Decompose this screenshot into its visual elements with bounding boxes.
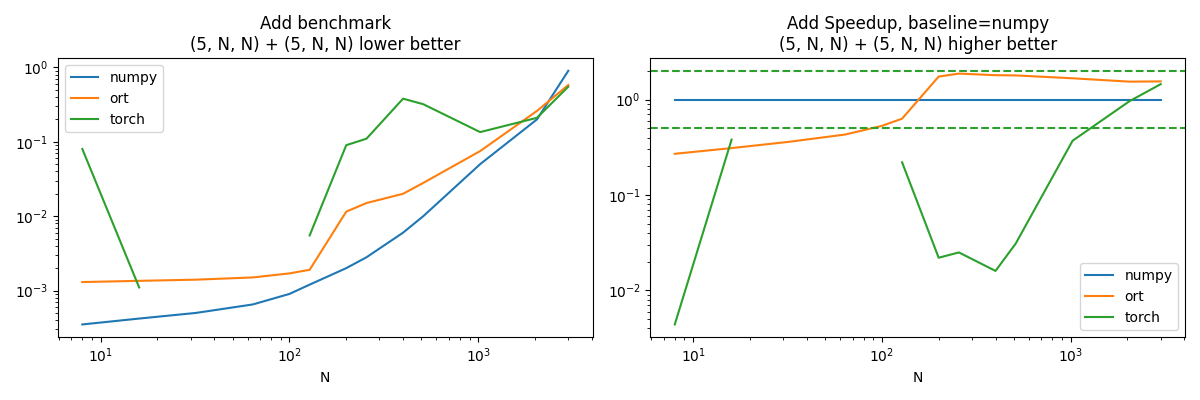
torch — [562, 84, 576, 89]
ort — [952, 71, 966, 76]
X-axis label: N: N — [912, 371, 923, 385]
torch — [952, 250, 966, 255]
ort — [282, 271, 296, 276]
X-axis label: N: N — [320, 371, 330, 385]
ort — [1066, 76, 1080, 81]
torch — [132, 285, 146, 290]
torch — [340, 143, 354, 148]
numpy — [838, 97, 852, 102]
ort — [132, 278, 146, 283]
numpy — [76, 322, 90, 327]
torch — [529, 116, 544, 120]
numpy — [282, 292, 296, 296]
numpy — [562, 68, 576, 73]
torch — [931, 255, 946, 260]
ort — [989, 73, 1003, 78]
ort — [838, 132, 852, 137]
torch — [989, 268, 1003, 273]
ort — [1008, 73, 1022, 78]
ort — [188, 277, 203, 282]
ort — [895, 116, 910, 121]
torch — [76, 146, 90, 151]
Line: torch: torch — [83, 87, 569, 288]
torch — [1008, 241, 1022, 246]
ort — [725, 146, 739, 150]
Line: torch: torch — [674, 84, 1160, 324]
torch — [396, 96, 410, 101]
numpy — [725, 97, 739, 102]
ort — [473, 149, 487, 154]
torch — [1066, 138, 1080, 143]
Title: Add benchmark
(5, N, N) + (5, N, N) lower better: Add benchmark (5, N, N) + (5, N, N) lowe… — [190, 15, 461, 54]
ort — [1122, 79, 1136, 84]
ort — [359, 201, 373, 206]
numpy — [1122, 97, 1136, 102]
ort — [302, 267, 317, 272]
torch — [725, 137, 739, 142]
numpy — [875, 97, 889, 102]
numpy — [1008, 97, 1022, 102]
torch — [895, 160, 910, 165]
ort — [667, 152, 682, 156]
numpy — [529, 117, 544, 122]
ort — [396, 191, 410, 196]
numpy — [952, 97, 966, 102]
Legend: numpy, ort, torch: numpy, ort, torch — [1080, 263, 1178, 330]
ort — [781, 140, 796, 144]
ort — [931, 74, 946, 79]
ort — [529, 108, 544, 113]
torch — [359, 136, 373, 141]
numpy — [246, 302, 260, 307]
numpy — [931, 97, 946, 102]
numpy — [1153, 97, 1168, 102]
numpy — [781, 97, 796, 102]
ort — [340, 209, 354, 214]
numpy — [895, 97, 910, 102]
torch — [1122, 99, 1136, 104]
torch — [473, 130, 487, 134]
numpy — [473, 162, 487, 166]
ort — [416, 180, 431, 185]
torch — [416, 102, 431, 107]
ort — [246, 275, 260, 280]
torch — [302, 233, 317, 238]
numpy — [359, 255, 373, 260]
Legend: numpy, ort, torch: numpy, ort, torch — [65, 65, 163, 132]
ort — [76, 280, 90, 284]
torch — [1153, 82, 1168, 86]
numpy — [1066, 97, 1080, 102]
numpy — [416, 214, 431, 218]
numpy — [132, 316, 146, 321]
numpy — [188, 310, 203, 315]
ort — [562, 83, 576, 88]
numpy — [396, 230, 410, 235]
ort — [875, 124, 889, 128]
numpy — [302, 282, 317, 287]
ort — [1153, 79, 1168, 84]
torch — [667, 322, 682, 327]
Line: numpy: numpy — [83, 71, 569, 324]
Line: ort: ort — [674, 74, 1160, 154]
numpy — [667, 97, 682, 102]
Line: ort: ort — [83, 85, 569, 282]
numpy — [989, 97, 1003, 102]
Title: Add Speedup, baseline=numpy
(5, N, N) + (5, N, N) higher better: Add Speedup, baseline=numpy (5, N, N) + … — [779, 15, 1057, 54]
numpy — [340, 266, 354, 270]
